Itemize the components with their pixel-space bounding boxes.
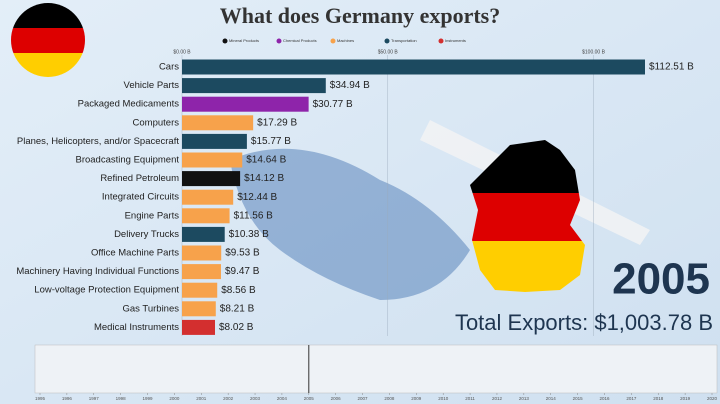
timeline-tick-label: 2016: [599, 396, 610, 401]
legend-swatch: [222, 38, 228, 44]
germany-map: [470, 140, 585, 292]
bar: [182, 282, 218, 298]
bar: [182, 171, 241, 187]
legend-label: Transportation: [391, 38, 417, 43]
legend-label: Chemical Products: [283, 38, 317, 43]
y-tick-label: Vehicle Parts: [124, 80, 180, 91]
legend-swatch: [384, 38, 390, 44]
chart-title: What does Germany exports?: [220, 3, 500, 28]
bar: [182, 301, 216, 317]
value-label: $9.53 B: [225, 248, 260, 259]
y-tick-label: Engine Parts: [125, 210, 180, 221]
y-tick-label: Computers: [133, 117, 180, 128]
value-label: $8.21 B: [220, 303, 255, 314]
timeline-tick-label: 2020: [707, 396, 718, 401]
y-tick-label: Machinery Having Individual Functions: [16, 266, 179, 277]
timeline-tick-label: 2012: [492, 396, 503, 401]
x-tick-label: $50.00 B: [378, 49, 399, 55]
value-label: $112.51 B: [649, 62, 694, 73]
bar: [182, 264, 221, 280]
total-label: Total Exports: $1,003.78 B: [455, 310, 713, 335]
bar: [182, 189, 234, 205]
bar: [182, 115, 254, 131]
timeline-panel: [34, 344, 718, 394]
timeline-tick-label: 2002: [223, 396, 234, 401]
value-label: $8.56 B: [221, 285, 256, 296]
timeline-tick-label: 2009: [411, 396, 422, 401]
timeline-tick-label: 2000: [169, 396, 180, 401]
timeline-tick-label: 2001: [196, 396, 207, 401]
y-tick-label: Packaged Medicaments: [78, 99, 180, 110]
value-label: $14.12 B: [244, 173, 284, 184]
year-label: 2005: [612, 255, 710, 304]
y-tick-label: Cars: [159, 62, 179, 73]
x-tick-label: $100.00 B: [582, 49, 605, 55]
timeline-tick-label: 2019: [680, 396, 691, 401]
bar: [182, 226, 225, 242]
timeline-tick-label: 2006: [331, 396, 342, 401]
x-tick-label: $0.00 B: [173, 49, 191, 55]
timeline-tick-label: 2005: [304, 396, 315, 401]
y-tick-label: Medical Instruments: [94, 322, 179, 333]
bar: [182, 78, 326, 94]
bar: [182, 152, 243, 168]
bar: [182, 208, 230, 224]
y-tick-label: Planes, Helicopters, and/or Spacecraft: [17, 136, 179, 147]
bar: [182, 319, 216, 335]
timeline-tick-label: 1998: [116, 396, 127, 401]
value-label: $10.38 B: [229, 229, 269, 240]
timeline-tick-label: 2004: [277, 396, 288, 401]
legend-label: Mineral Products: [229, 38, 259, 43]
value-label: $11.56 B: [234, 210, 274, 221]
y-tick-label: Low-voltage Protection Equipment: [34, 285, 179, 296]
value-label: $34.94 B: [330, 80, 370, 91]
y-tick-label: Refined Petroleum: [100, 173, 179, 184]
value-label: $9.47 B: [225, 266, 260, 277]
value-label: $30.77 B: [313, 99, 353, 110]
timeline-tick-label: 2003: [250, 396, 261, 401]
timeline-tick-label: 1996: [62, 396, 73, 401]
legend-label: Instruments: [445, 38, 466, 43]
legend-swatch: [438, 38, 444, 44]
timeline-tick-label: 2013: [519, 396, 530, 401]
y-tick-label: Broadcasting Equipment: [75, 155, 179, 166]
timeline-tick-label: 2014: [546, 396, 557, 401]
timeline-tick-label: 2010: [438, 396, 449, 401]
y-tick-label: Office Machine Parts: [91, 248, 179, 259]
value-label: $8.02 B: [219, 322, 254, 333]
timeline-tick-label: 2015: [573, 396, 584, 401]
value-label: $12.44 B: [237, 192, 277, 203]
value-label: $14.64 B: [246, 155, 286, 166]
timeline-tick-label: 2011: [465, 396, 475, 401]
timeline-tick-label: 2018: [653, 396, 664, 401]
timeline-tick-label: 2007: [358, 396, 369, 401]
legend-swatch: [276, 38, 282, 44]
timeline-tick-label: 1995: [35, 396, 46, 401]
value-label: $17.29 B: [257, 117, 297, 128]
y-tick-label: Gas Turbines: [123, 303, 180, 314]
legend-label: Machines: [337, 38, 354, 43]
value-label: $15.77 B: [251, 136, 291, 147]
bar: [182, 96, 309, 112]
legend-swatch: [330, 38, 336, 44]
y-tick-label: Integrated Circuits: [102, 192, 179, 203]
timeline-tick-label: 2017: [626, 396, 637, 401]
timeline-tick-label: 1999: [143, 396, 154, 401]
bar: [182, 133, 247, 149]
map-decoration: [230, 148, 470, 300]
timeline-tick-label: 2008: [384, 396, 395, 401]
timeline-tick-label: 1997: [89, 396, 100, 401]
bar: [182, 59, 645, 75]
bar: [182, 245, 222, 261]
y-tick-label: Delivery Trucks: [114, 229, 179, 240]
